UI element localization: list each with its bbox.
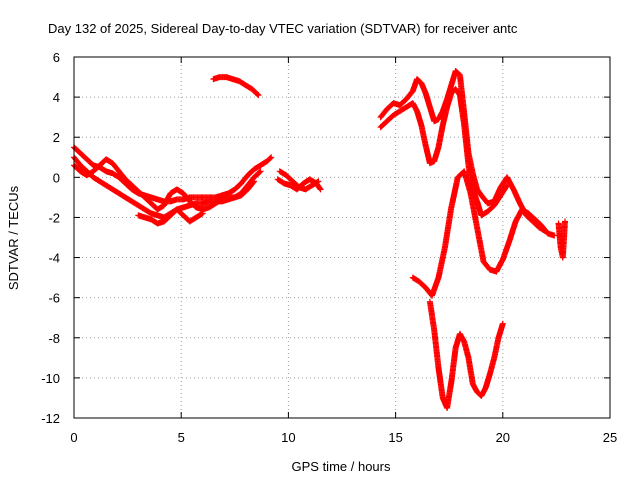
x-tick-label: 10 [281, 430, 295, 445]
x-tick-label: 20 [496, 430, 510, 445]
y-tick-label: -10 [41, 371, 60, 386]
chart-title: Day 132 of 2025, Sidereal Day-to-day VTE… [48, 21, 518, 36]
data-series [71, 68, 568, 411]
series-markers [210, 74, 262, 99]
x-tick-label: 25 [603, 430, 617, 445]
y-tick-label: 0 [53, 170, 60, 185]
y-tick-label: 6 [53, 50, 60, 65]
x-tick-label: 15 [388, 430, 402, 445]
x-axis-label: GPS time / hours [292, 459, 391, 474]
series-markers [555, 218, 568, 261]
y-tick-label: -8 [48, 331, 60, 346]
series-band-4 [135, 206, 206, 227]
series-evening-2 [276, 168, 322, 193]
x-tick-label: 0 [70, 430, 77, 445]
y-tick-label: 4 [53, 90, 60, 105]
series-mid-rise [409, 168, 558, 299]
series-markers [135, 206, 206, 227]
plot-frame [73, 56, 611, 419]
series-markers [276, 168, 322, 193]
y-tick-label: -12 [41, 411, 60, 426]
grid-lines [74, 57, 610, 418]
series-markers [377, 86, 511, 219]
series-high-arc [210, 74, 262, 99]
y-tick-label: -2 [48, 210, 60, 225]
series-markers [426, 298, 506, 411]
series-markers [409, 168, 558, 299]
y-tick-label: -6 [48, 291, 60, 306]
series-tail [555, 218, 568, 261]
series-deep-dip [426, 298, 506, 411]
y-tick-label: 2 [53, 130, 60, 145]
y-tick-label: -4 [48, 251, 60, 266]
series-upper-low [377, 86, 511, 219]
y-axis-label: SDTVAR / TECUs [6, 185, 21, 290]
x-tick-label: 5 [178, 430, 185, 445]
